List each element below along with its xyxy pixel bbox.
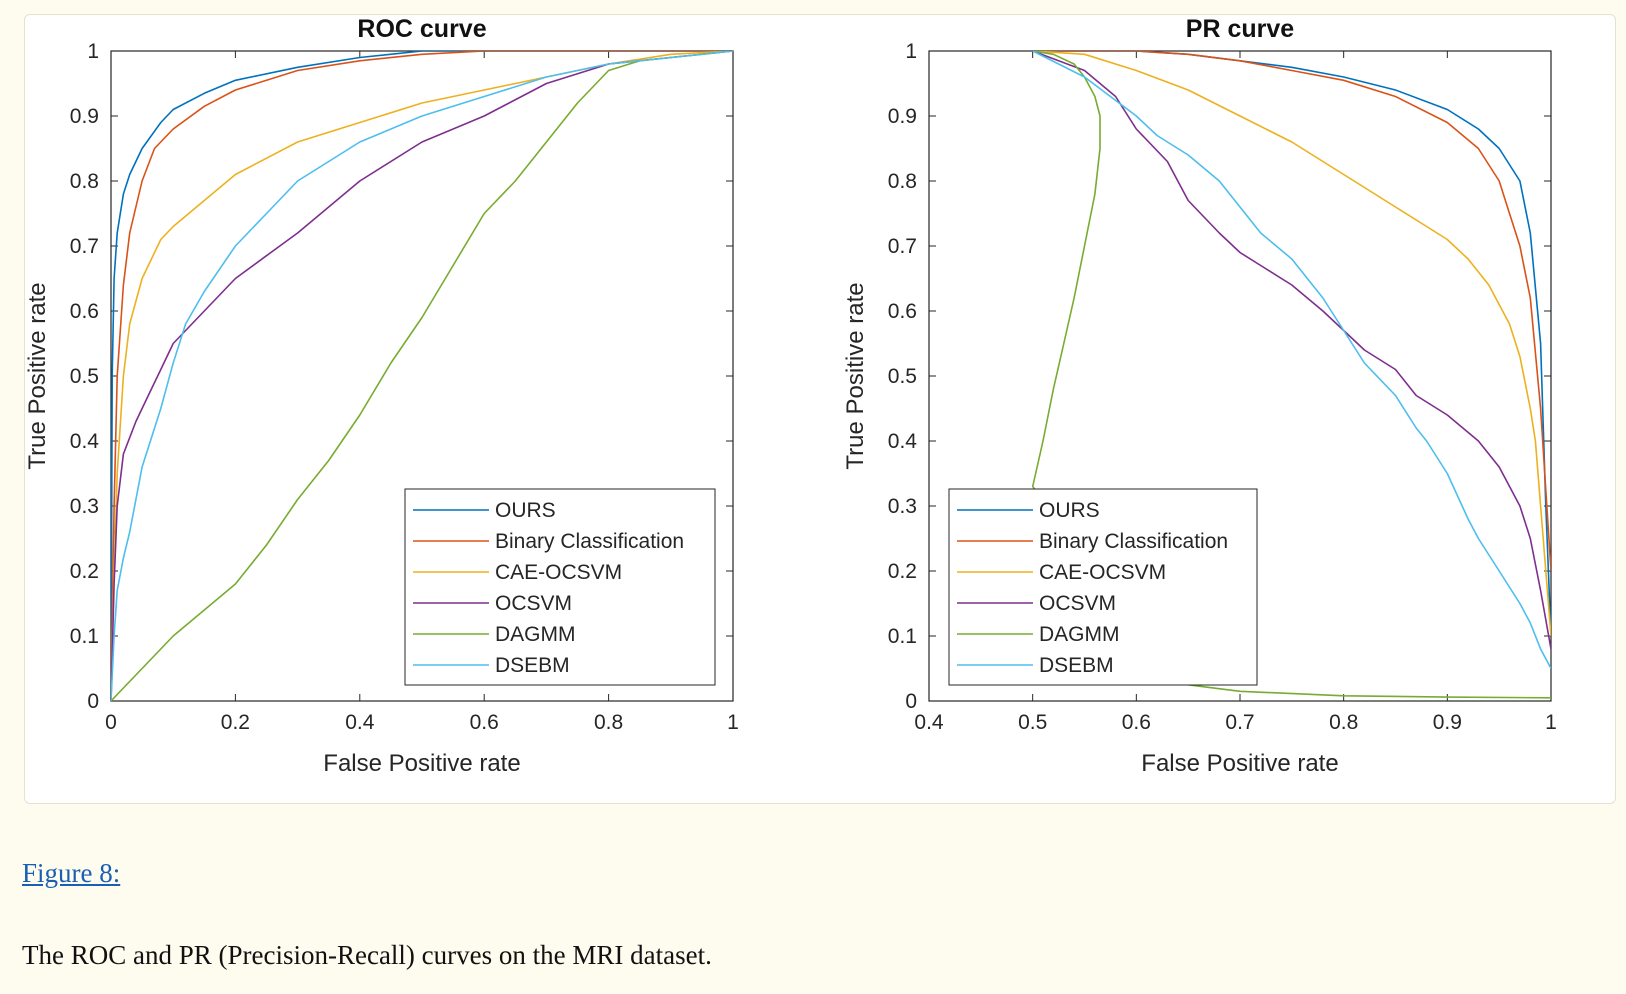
legend-box: [948, 488, 1258, 686]
y-tick-label: 0: [905, 690, 917, 713]
legend-box: [404, 488, 716, 686]
legend-label: OURS: [1039, 499, 1100, 522]
y-axis-label: True Positive rate: [25, 282, 51, 469]
figure-link[interactable]: Figure 8:: [22, 858, 121, 888]
legend-label: DSEBM: [1039, 654, 1114, 677]
legend-label: DSEBM: [495, 654, 570, 677]
legend-label: DAGMM: [495, 623, 576, 646]
series-line-ocsvm: [1032, 51, 1551, 650]
x-tick-label: 1: [727, 711, 739, 734]
x-tick-label: 0: [105, 711, 117, 734]
x-tick-label: 0.4: [914, 711, 944, 734]
legend-label: OCSVM: [495, 592, 572, 615]
y-tick-label: 0.9: [70, 105, 99, 128]
y-tick-label: 0.2: [70, 560, 99, 583]
y-tick-label: 0.8: [888, 170, 917, 193]
y-tick-label: 0.1: [888, 625, 917, 648]
series-line-ours: [111, 51, 733, 701]
x-axis-label: False Positive rate: [1141, 750, 1338, 777]
x-tick-label: 0.5: [1018, 711, 1047, 734]
x-tick-label: 1: [1545, 711, 1557, 734]
y-tick-label: 0.6: [888, 300, 917, 323]
y-tick-label: 0.5: [70, 365, 99, 388]
y-tick-label: 0.3: [888, 495, 917, 518]
y-tick-label: 0.2: [888, 560, 917, 583]
series-line-binary-classification: [1032, 51, 1551, 572]
series-line-binary-classification: [111, 51, 733, 701]
series-line-dsebm: [111, 51, 733, 701]
series-line-cae-ocsvm: [1032, 51, 1551, 637]
y-tick-label: 0.9: [888, 105, 917, 128]
legend-label: CAE-OCSVM: [1039, 561, 1166, 584]
legend-label: Binary Classification: [1039, 530, 1228, 553]
legend-label: DAGMM: [1039, 623, 1120, 646]
x-tick-label: 0.8: [1329, 711, 1358, 734]
x-tick-label: 0.7: [1225, 711, 1254, 734]
y-tick-label: 0.3: [70, 495, 99, 518]
x-tick-label: 0.4: [345, 711, 375, 734]
y-tick-label: 0.6: [70, 300, 99, 323]
chart-title: ROC curve: [357, 15, 486, 43]
y-tick-label: 0.7: [888, 235, 917, 258]
figure-charts: ROC curve 0 0.2 0.4 0.6 0.8 1 0 0.1 0.2 0.3 0.4 0.5 0…: [25, 15, 1557, 777]
y-tick-label: 0.7: [70, 235, 99, 258]
chart-0: ROC curve 0 0.2 0.4 0.6 0.8 1 0 0.1 0.2 0.3 0.4 0.5 0…: [25, 15, 739, 777]
y-tick-label: 0.8: [70, 170, 99, 193]
legend-label: CAE-OCSVM: [495, 561, 622, 584]
legend: OURS Binary Classification CAE-OCSVM OCSVM D…: [948, 488, 1258, 686]
y-tick-label: 0.4: [888, 430, 918, 453]
y-axis-label: True Positive rate: [842, 282, 869, 469]
x-tick-label: 0.2: [221, 711, 250, 734]
legend: OURS Binary Classification CAE-OCSVM OCSVM D…: [404, 488, 716, 686]
x-tick-label: 0.6: [1122, 711, 1151, 734]
y-tick-label: 1: [905, 40, 917, 63]
x-tick-label: 0.6: [470, 711, 499, 734]
legend-label: OCSVM: [1039, 592, 1116, 615]
legend-label: OURS: [495, 499, 556, 522]
figure-caption: The ROC and PR (Precision-Recall) curves…: [22, 940, 712, 970]
series-line-ocsvm: [111, 51, 733, 701]
chart-1: PR curve 0.4 0.5 0.6 0.7 0.8 0.9 1 0 0.1 0.2 0.3 0.4…: [842, 15, 1557, 777]
legend-label: Binary Classification: [495, 530, 684, 553]
y-tick-label: 0.1: [70, 625, 99, 648]
chart-title: PR curve: [1186, 15, 1294, 43]
y-tick-label: 1: [87, 40, 99, 63]
x-tick-label: 0.8: [594, 711, 623, 734]
x-axis-label: False Positive rate: [323, 750, 520, 777]
series-line-dagmm: [111, 51, 733, 701]
y-tick-label: 0.5: [888, 365, 917, 388]
y-tick-label: 0: [87, 690, 99, 713]
figure-panel: ROC curve 0 0.2 0.4 0.6 0.8 1 0 0.1 0.2 0.3 0.4 0.5 0…: [24, 14, 1616, 804]
series-line-dsebm: [1032, 51, 1551, 669]
x-tick-label: 0.9: [1433, 711, 1462, 734]
y-tick-label: 0.4: [70, 430, 100, 453]
